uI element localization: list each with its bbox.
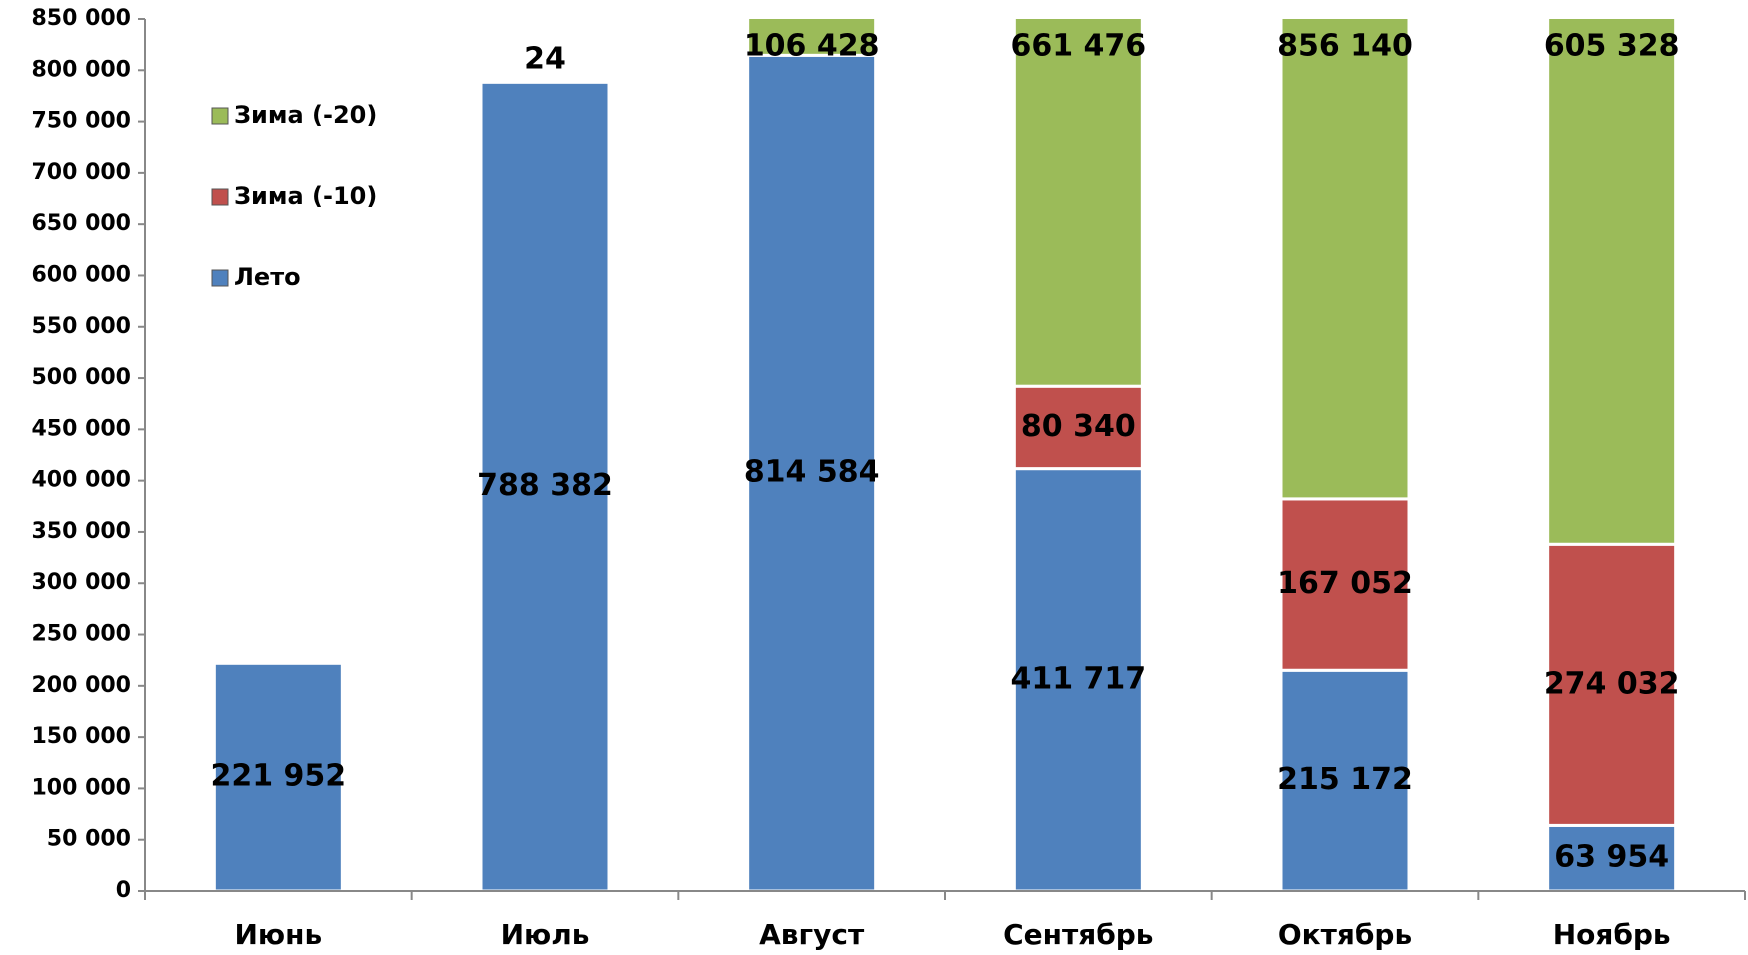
y-tick-label: 700 000 xyxy=(31,160,131,185)
data-label: 106 428 xyxy=(744,29,880,64)
data-label: 24 xyxy=(524,42,566,77)
data-label: 63 954 xyxy=(1554,840,1669,875)
data-label: 274 032 xyxy=(1544,666,1680,701)
bar-segment xyxy=(746,19,878,57)
y-tick-label: 150 000 xyxy=(31,724,131,749)
y-tick-label: 350 000 xyxy=(31,519,131,544)
y-tick-label: 550 000 xyxy=(31,314,131,339)
y-tick-label: 500 000 xyxy=(31,365,131,390)
bar-segment xyxy=(1012,384,1144,471)
data-label: 788 382 xyxy=(477,468,613,503)
data-label: 661 476 xyxy=(1010,29,1146,64)
data-label: 814 584 xyxy=(744,455,880,490)
bar-segment xyxy=(1012,19,1144,388)
data-label: 221 952 xyxy=(210,759,346,794)
bar-segment xyxy=(1279,19,1411,501)
bar-segment xyxy=(1546,19,1678,546)
y-tick-label: 250 000 xyxy=(31,622,131,647)
y-tick-label: 650 000 xyxy=(31,211,131,236)
legend-label: Зима (-20) xyxy=(234,101,377,129)
bar-segment xyxy=(1012,467,1144,891)
bar-segment xyxy=(1279,668,1411,891)
data-label: 80 340 xyxy=(1021,409,1136,444)
bar-segment xyxy=(479,80,611,891)
x-tick-label: Июнь xyxy=(234,918,322,951)
y-tick-label: 400 000 xyxy=(31,468,131,493)
legend-label: Лето xyxy=(234,263,301,291)
bar-segment xyxy=(1279,497,1411,672)
legend-swatch xyxy=(211,107,229,125)
x-tick-label: Июль xyxy=(501,918,590,951)
y-tick-label: 750 000 xyxy=(31,109,131,134)
x-tick-label: Август xyxy=(759,918,865,951)
data-label: 411 717 xyxy=(1010,661,1146,696)
bar-segment xyxy=(1546,823,1678,891)
data-label: 167 052 xyxy=(1277,566,1413,601)
legend-swatch xyxy=(211,269,229,287)
bar-segment xyxy=(1546,542,1678,827)
bar-segment xyxy=(212,661,344,891)
y-tick-label: 200 000 xyxy=(31,673,131,698)
x-tick-label: Октябрь xyxy=(1278,918,1412,951)
x-tick-label: Ноябрь xyxy=(1553,918,1671,951)
y-tick-label: 100 000 xyxy=(31,775,131,800)
data-label: 215 172 xyxy=(1277,762,1413,797)
data-label: 856 140 xyxy=(1277,29,1413,64)
y-tick-label: 800 000 xyxy=(31,57,131,82)
data-label: 605 328 xyxy=(1544,29,1680,64)
y-tick-label: 50 000 xyxy=(47,827,131,852)
y-tick-label: 450 000 xyxy=(31,416,131,441)
plot-area xyxy=(212,19,1678,891)
x-tick-label: Сентябрь xyxy=(1003,918,1153,951)
y-tick-label: 0 xyxy=(116,878,131,903)
y-tick-label: 300 000 xyxy=(31,570,131,595)
y-tick-label: 850 000 xyxy=(31,6,131,31)
y-tick-label: 600 000 xyxy=(31,262,131,287)
legend-swatch xyxy=(211,188,229,206)
legend-label: Зима (-10) xyxy=(234,182,377,210)
